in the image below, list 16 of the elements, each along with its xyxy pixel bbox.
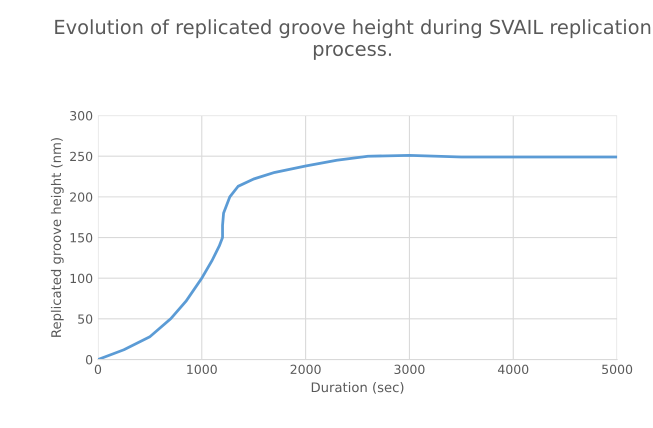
x-tick-label: 2000 <box>290 364 321 374</box>
x-tick-label: 0 <box>94 364 102 374</box>
x-tick-label: 4000 <box>498 364 528 374</box>
y-tick-label: 0 <box>86 354 92 364</box>
y-tick-label: 100 <box>70 274 92 284</box>
y-tick-label: 300 <box>70 111 92 120</box>
x-tick-label: 5000 <box>602 364 632 374</box>
y-tick-label: 50 <box>78 314 92 324</box>
x-tick-label: 1000 <box>187 364 217 374</box>
y-axis-title: Replicated groove height (nm) <box>50 138 64 337</box>
y-tick-label: 250 <box>70 152 92 162</box>
chart-title: Evolution of replicated groove height during SVAIL replication process. <box>55 19 650 60</box>
x-tick-label: 3000 <box>394 364 425 374</box>
y-tick-label: 200 <box>70 192 92 202</box>
x-axis-title: Duration (sec) <box>312 382 404 394</box>
y-tick-label: 150 <box>70 233 92 242</box>
